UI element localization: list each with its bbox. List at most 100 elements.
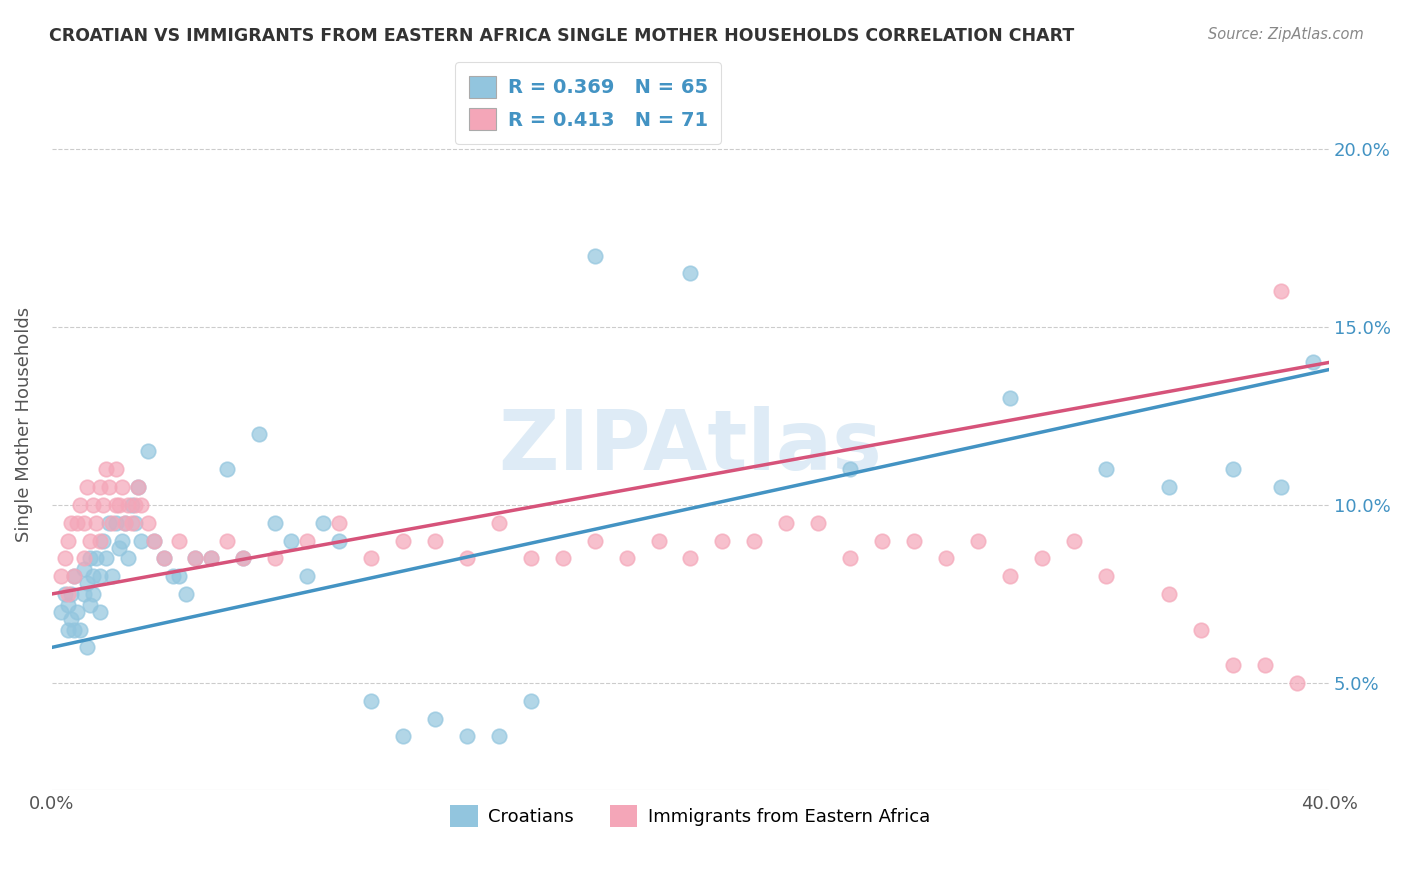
Text: Source: ZipAtlas.com: Source: ZipAtlas.com (1208, 27, 1364, 42)
Point (89, 533, 111, 548)
Point (104, 462, 127, 476)
Point (1286, 676, 1309, 690)
Point (152, 551, 174, 566)
Point (86, 516, 108, 530)
Point (63, 569, 86, 583)
Point (839, 551, 862, 566)
Point (79, 533, 101, 548)
Point (117, 498, 139, 512)
Point (297, 569, 319, 583)
Point (142, 533, 165, 548)
Point (121, 516, 143, 530)
Point (169, 569, 191, 583)
Point (91, 533, 114, 548)
Point (63, 569, 86, 583)
Point (456, 730, 478, 744)
Point (1302, 355, 1324, 369)
Point (63, 623, 86, 637)
Point (1189, 623, 1212, 637)
Point (232, 551, 254, 566)
Point (101, 569, 124, 583)
Point (124, 516, 146, 530)
Point (73, 562, 96, 576)
Point (679, 266, 702, 280)
Point (264, 516, 287, 530)
Point (1094, 569, 1116, 583)
Point (108, 498, 131, 512)
Point (79, 598, 101, 612)
Point (775, 516, 797, 530)
Point (56, 533, 79, 548)
Point (73, 516, 96, 530)
Point (108, 541, 131, 555)
Point (998, 569, 1021, 583)
Point (129, 533, 152, 548)
Point (69, 498, 91, 512)
Point (488, 730, 510, 744)
Point (76, 640, 98, 655)
Point (69, 623, 91, 637)
Point (280, 533, 302, 548)
Text: CROATIAN VS IMMIGRANTS FROM EASTERN AFRICA SINGLE MOTHER HOUSEHOLDS CORRELATION : CROATIAN VS IMMIGRANTS FROM EASTERN AFRI… (49, 27, 1074, 45)
Point (998, 391, 1021, 405)
Point (66, 516, 89, 530)
Point (184, 551, 207, 566)
Point (1222, 462, 1244, 476)
Point (91, 498, 114, 512)
Point (82, 569, 104, 583)
Point (59, 587, 82, 601)
Point (94, 551, 117, 566)
Point (1159, 480, 1181, 494)
Point (89, 480, 111, 494)
Point (56, 623, 79, 637)
Point (117, 551, 139, 566)
Point (136, 516, 159, 530)
Point (76, 576, 98, 591)
Point (86, 551, 108, 566)
Point (51, 605, 73, 619)
Point (1270, 480, 1292, 494)
Point (1254, 658, 1277, 673)
Point (174, 587, 197, 601)
Point (98, 516, 121, 530)
Point (56, 598, 79, 612)
Point (53, 587, 76, 601)
Point (162, 569, 184, 583)
Point (114, 516, 136, 530)
Point (903, 533, 925, 548)
Point (1159, 587, 1181, 601)
Point (73, 587, 96, 601)
Point (1222, 658, 1244, 673)
Point (51, 569, 73, 583)
Point (807, 516, 830, 530)
Point (456, 551, 478, 566)
Point (136, 444, 159, 458)
Point (184, 551, 207, 566)
Point (124, 498, 146, 512)
Point (121, 498, 143, 512)
Point (111, 533, 134, 548)
Point (127, 480, 149, 494)
Point (217, 462, 239, 476)
Point (101, 516, 124, 530)
Point (423, 712, 446, 726)
Point (152, 551, 174, 566)
Point (82, 587, 104, 601)
Point (59, 516, 82, 530)
Point (200, 551, 222, 566)
Point (89, 605, 111, 619)
Point (1094, 462, 1116, 476)
Point (328, 533, 350, 548)
Point (935, 551, 957, 566)
Point (104, 498, 127, 512)
Point (679, 551, 702, 566)
Point (59, 612, 82, 626)
Point (966, 533, 988, 548)
Point (312, 516, 335, 530)
Point (127, 480, 149, 494)
Point (520, 551, 543, 566)
Y-axis label: Single Mother Households: Single Mother Households (15, 307, 32, 542)
Point (217, 533, 239, 548)
Point (583, 533, 606, 548)
Point (839, 462, 862, 476)
